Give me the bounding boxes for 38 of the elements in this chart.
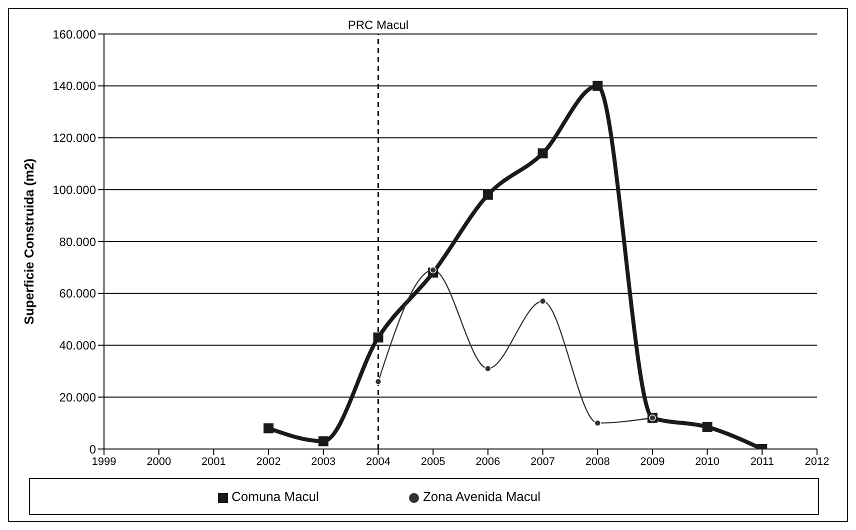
point <box>484 365 492 372</box>
point <box>318 436 328 446</box>
legend-label: Zona Avenida Macul <box>422 489 540 504</box>
x-tick-label: 2009 <box>640 456 665 468</box>
x-tick-label: 2010 <box>695 456 720 468</box>
x-tick-label: 1999 <box>92 456 116 468</box>
y-tick-label: 40.000 <box>59 338 96 353</box>
x-tick-label: 2007 <box>530 456 556 468</box>
point <box>592 80 603 91</box>
point <box>373 332 384 342</box>
y-axis-title: Superficie Construida (m2) <box>22 158 37 325</box>
point <box>702 422 712 432</box>
point <box>539 298 546 305</box>
x-tick-label: 2000 <box>146 456 172 468</box>
x-tick-label: 2006 <box>476 456 500 468</box>
y-tick-label: 140.000 <box>52 79 96 94</box>
x-tick-label: 2005 <box>420 456 446 468</box>
point <box>594 420 602 426</box>
y-tick-label: 60.000 <box>59 286 96 301</box>
x-tick-label: 2004 <box>366 456 390 468</box>
x-tick-label: 2001 <box>201 456 226 468</box>
legend-label: Comuna Macul <box>232 489 319 504</box>
point <box>538 148 548 158</box>
point <box>374 378 382 385</box>
x-tick-label: 2008 <box>585 456 610 468</box>
ref-line-label: PRC Macul <box>348 18 409 32</box>
y-tick-label: 100.000 <box>52 182 96 197</box>
y-tick-label: 20.000 <box>59 390 96 404</box>
y-tick-label: 0 <box>89 442 96 456</box>
point <box>482 190 493 200</box>
point <box>264 423 274 434</box>
y-tick-label: 120.000 <box>52 131 96 146</box>
x-tick-label: 2012 <box>804 456 830 468</box>
x-tick-label: 2003 <box>311 456 336 468</box>
x-tick-label: 2011 <box>750 456 774 468</box>
x-tick-label: 2002 <box>256 456 281 468</box>
y-tick-label: 80.000 <box>59 234 96 249</box>
y-tick-label: 160.000 <box>52 27 96 42</box>
